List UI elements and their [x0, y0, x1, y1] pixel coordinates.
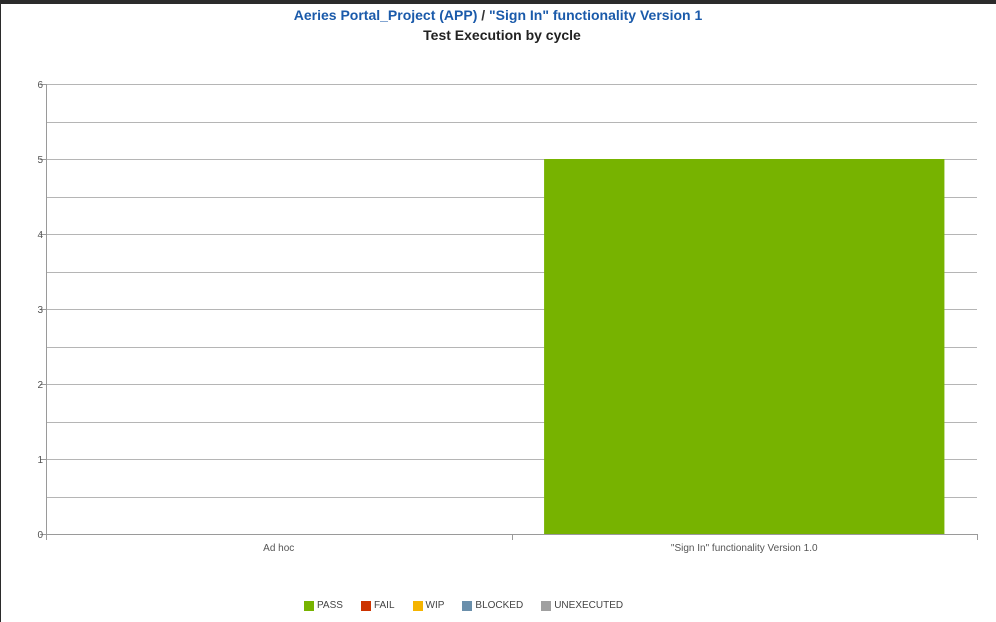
legend-item-blocked[interactable]: BLOCKED — [462, 600, 523, 611]
chart-subtitle: Test Execution by cycle — [423, 27, 581, 43]
legend-swatch-wip — [412, 600, 423, 611]
legend-swatch-blocked — [462, 600, 473, 611]
version-link[interactable]: "Sign In" functionality Version 1 — [489, 7, 703, 23]
y-tick-label: 4 — [37, 230, 43, 241]
chart-legend: PASS FAIL WIP BLOCKED UNEXECUTED — [304, 600, 641, 611]
window-left-border — [0, 4, 1, 622]
breadcrumb-separator: / — [481, 7, 486, 23]
y-tick-label: 2 — [37, 380, 43, 391]
window-top-border — [0, 0, 996, 4]
legend-item-wip[interactable]: WIP — [412, 600, 445, 611]
legend-label-blocked: BLOCKED — [475, 600, 524, 611]
project-link[interactable]: Aeries Portal_Project (APP) — [293, 7, 478, 23]
y-tick-label: 5 — [37, 155, 43, 166]
legend-label-fail: FAIL — [373, 600, 395, 611]
legend-label-wip: WIP — [425, 600, 445, 611]
legend-item-pass[interactable]: PASS — [304, 600, 343, 611]
y-tick-label: 0 — [37, 530, 43, 541]
legend-swatch-unexecuted — [541, 600, 552, 611]
x-tick-label: Ad hoc — [263, 543, 294, 554]
y-tick-label: 1 — [37, 455, 43, 466]
x-tick-label: "Sign In" functionality Version 1.0 — [671, 543, 818, 554]
legend-swatch-pass — [304, 600, 314, 611]
y-tick-label: 3 — [37, 305, 43, 316]
y-tick-label: 6 — [37, 80, 43, 91]
legend-label-pass: PASS — [317, 600, 343, 611]
legend-item-unexecuted[interactable]: UNEXECUTED — [541, 600, 623, 611]
legend-label-unexecuted: UNEXECUTED — [554, 600, 624, 611]
chart-breadcrumb: Aeries Portal_Project (APP) / "Sign In" … — [0, 7, 996, 23]
legend-swatch-fail — [360, 600, 371, 611]
legend-item-fail[interactable]: FAIL — [360, 600, 395, 611]
bar-pass — [544, 159, 945, 534]
